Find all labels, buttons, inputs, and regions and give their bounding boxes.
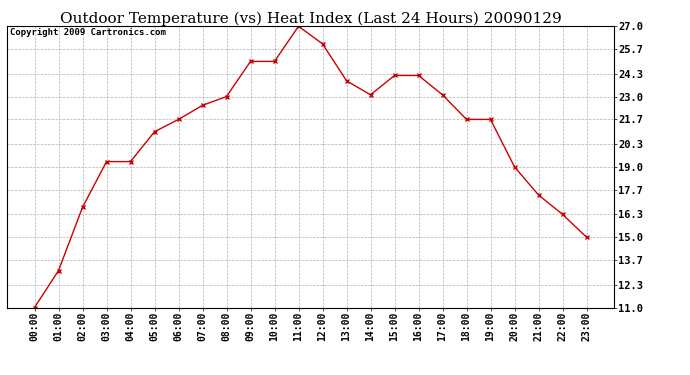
Text: Outdoor Temperature (vs) Heat Index (Last 24 Hours) 20090129: Outdoor Temperature (vs) Heat Index (Las… — [59, 11, 562, 26]
Text: Copyright 2009 Cartronics.com: Copyright 2009 Cartronics.com — [10, 28, 166, 37]
